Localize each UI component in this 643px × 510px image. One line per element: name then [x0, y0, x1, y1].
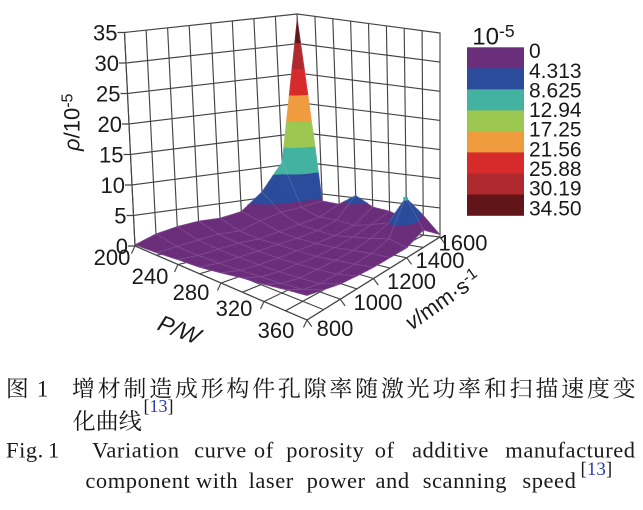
- svg-text:component: component: [85, 468, 190, 493]
- svg-text:8.625: 8.625: [529, 79, 582, 102]
- svg-text:4.313: 4.313: [529, 60, 582, 83]
- svg-text:1400: 1400: [416, 248, 465, 273]
- svg-text:12.94: 12.94: [529, 99, 582, 122]
- svg-text:of: of: [254, 438, 274, 463]
- svg-text:320: 320: [216, 296, 253, 321]
- svg-text:manufactured: manufactured: [505, 438, 635, 463]
- svg-text:laser: laser: [249, 468, 294, 493]
- svg-text:21.56: 21.56: [529, 138, 582, 161]
- svg-text:1000: 1000: [354, 290, 403, 315]
- svg-text:curve: curve: [194, 438, 247, 463]
- svg-text:10: 10: [101, 173, 125, 198]
- svg-text:200: 200: [94, 245, 131, 270]
- svg-text:1200: 1200: [387, 269, 436, 294]
- svg-text:scanning: scanning: [423, 468, 507, 493]
- svg-text:800: 800: [317, 316, 354, 341]
- svg-text:34.50: 34.50: [529, 197, 582, 220]
- svg-text:30.19: 30.19: [529, 178, 582, 201]
- svg-text:of: of: [375, 438, 395, 463]
- svg-text:speed: speed: [522, 468, 576, 493]
- svg-text:porosity: porosity: [286, 438, 364, 463]
- svg-text:1: 1: [48, 438, 60, 463]
- svg-text:280: 280: [173, 280, 210, 305]
- svg-text:20: 20: [98, 112, 122, 137]
- svg-text:[13]: [13]: [144, 396, 174, 416]
- svg-text:Fig.: Fig.: [6, 438, 44, 463]
- svg-text:1: 1: [37, 377, 49, 402]
- svg-text:power: power: [307, 468, 366, 493]
- svg-text:360: 360: [258, 318, 295, 343]
- svg-text:Variation: Variation: [92, 438, 179, 463]
- svg-text:and: and: [376, 468, 410, 493]
- svg-text:1600: 1600: [439, 230, 488, 255]
- svg-text:30: 30: [95, 51, 119, 76]
- svg-text:35: 35: [93, 20, 117, 45]
- svg-text:0: 0: [116, 234, 128, 259]
- svg-text:25: 25: [96, 81, 120, 106]
- svg-text:17.25: 17.25: [529, 119, 582, 142]
- svg-text:additive: additive: [412, 438, 489, 463]
- svg-text:0: 0: [529, 40, 541, 63]
- svg-text:25.88: 25.88: [529, 158, 582, 181]
- svg-text:with: with: [196, 468, 238, 493]
- svg-text:5: 5: [114, 203, 126, 228]
- svg-text:[13]: [13]: [581, 459, 613, 480]
- svg-text:15: 15: [99, 142, 123, 167]
- svg-text:240: 240: [132, 264, 169, 289]
